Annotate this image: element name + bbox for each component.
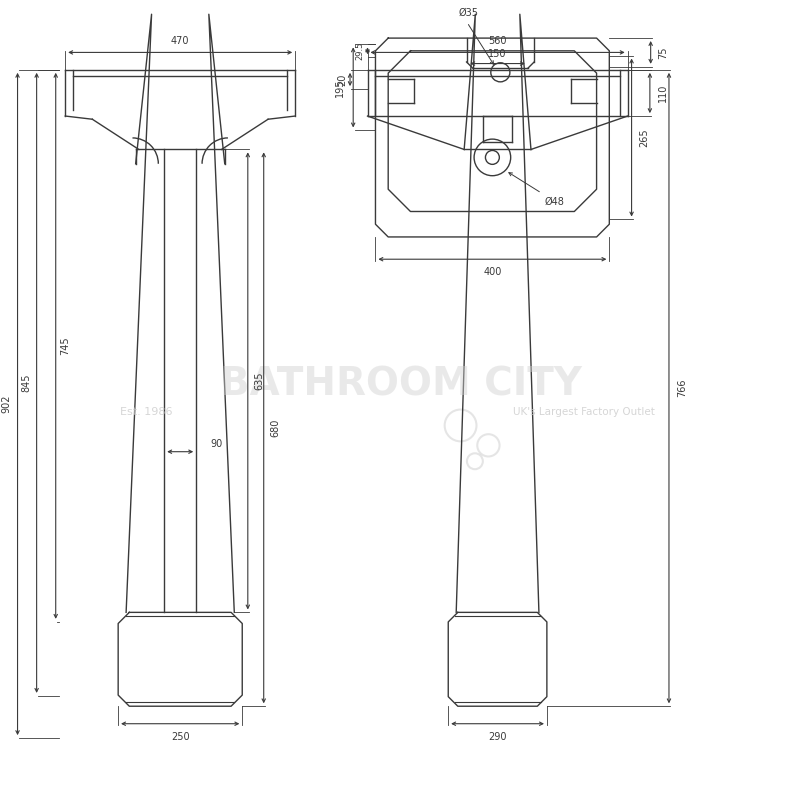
Text: 290: 290 (488, 732, 507, 742)
Text: Ø48: Ø48 (545, 197, 565, 207)
Text: 195: 195 (335, 78, 346, 97)
Text: UK's Largest Factory Outlet: UK's Largest Factory Outlet (513, 407, 654, 417)
Text: 250: 250 (171, 732, 190, 742)
Text: 20: 20 (337, 74, 347, 86)
Text: 29.5: 29.5 (355, 42, 364, 60)
Text: 150: 150 (488, 49, 507, 58)
Text: BATHROOM CITY: BATHROOM CITY (220, 365, 582, 403)
Text: Ø35: Ø35 (459, 7, 479, 18)
Text: 680: 680 (270, 418, 280, 437)
Text: 110: 110 (658, 84, 668, 102)
Text: 400: 400 (483, 267, 502, 277)
Text: 75: 75 (658, 46, 669, 58)
Text: 635: 635 (254, 372, 264, 390)
Text: 902: 902 (1, 394, 11, 414)
Text: 745: 745 (60, 337, 70, 355)
Text: 766: 766 (677, 379, 687, 398)
Text: Est. 1986: Est. 1986 (120, 407, 173, 417)
Text: 845: 845 (21, 374, 31, 392)
Text: 560: 560 (488, 36, 507, 46)
Text: 470: 470 (171, 36, 190, 46)
Text: 90: 90 (210, 438, 222, 449)
Text: 265: 265 (639, 128, 650, 147)
